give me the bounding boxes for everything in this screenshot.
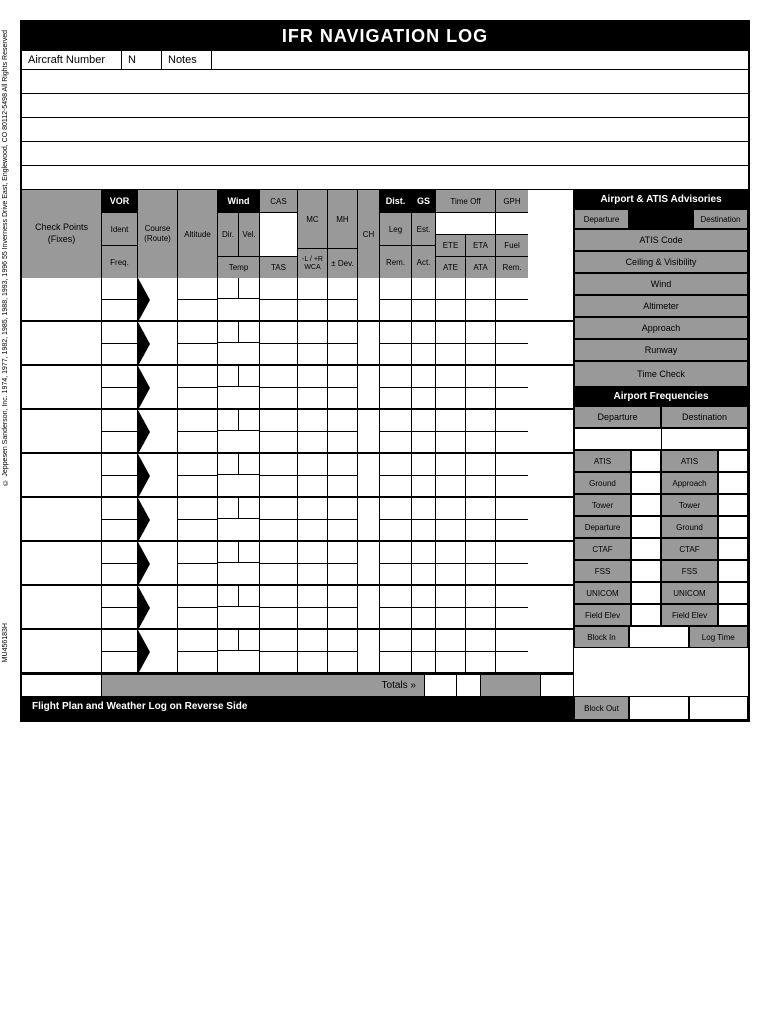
n-prefix: N xyxy=(122,51,162,69)
data-row[interactable] xyxy=(22,410,573,454)
document-id: MU456183H xyxy=(2,623,9,662)
notes-field[interactable] xyxy=(212,51,748,69)
dist-header: Dist. Leg Rem. xyxy=(380,190,412,278)
course-header: Course (Route) xyxy=(138,190,178,278)
data-row[interactable] xyxy=(22,498,573,542)
vor-header: VOR Ident Freq. xyxy=(102,190,138,278)
cas-header: CAS TAS xyxy=(260,190,298,278)
frequencies-header: Airport Frequencies xyxy=(574,387,748,406)
freq-atis-row: ATIS ATIS xyxy=(574,450,748,472)
freq-elev-row: Field Elev Field Elev xyxy=(574,604,748,626)
totals-row: Totals » xyxy=(22,674,573,696)
footer-row: Flight Plan and Weather Log on Reverse S… xyxy=(22,696,748,720)
altitude-header: Altitude xyxy=(178,190,218,278)
wind-adv-row: Wind xyxy=(574,273,748,295)
advisories-header: Airport & ATIS Advisories xyxy=(574,190,748,209)
altimeter-row: Altimeter xyxy=(574,295,748,317)
data-row[interactable] xyxy=(22,366,573,410)
freq-unicom-row: UNICOM UNICOM xyxy=(574,582,748,604)
runway-row: Runway xyxy=(574,339,748,361)
notes-lines[interactable] xyxy=(22,70,748,190)
freq-dep-dest: Departure Destination xyxy=(574,406,748,428)
time-header: Time Off ETE ETA ATE ATA xyxy=(436,190,496,278)
copyright-text: © Jeppesen Sanderson, Inc. 1974, 1977, 1… xyxy=(2,30,10,486)
time-check-row: Time Check xyxy=(574,361,748,387)
data-row[interactable] xyxy=(22,630,573,674)
dep-dest-row: Departure Destination xyxy=(574,209,748,229)
freq-ctaf-row: CTAF CTAF xyxy=(574,538,748,560)
gph-header: GPH Fuel Rem. xyxy=(496,190,528,278)
block-in-row: Block In Log Time xyxy=(574,626,748,648)
freq-ground-row: Ground Approach xyxy=(574,472,748,494)
aircraft-number-label: Aircraft Number xyxy=(22,51,122,69)
form-title: IFR NAVIGATION LOG xyxy=(22,22,748,51)
data-row[interactable] xyxy=(22,322,573,366)
column-headers: Check Points (Fixes) VOR Ident Freq. Cou… xyxy=(22,190,573,278)
data-row[interactable] xyxy=(22,586,573,630)
checkpoints-header: Check Points (Fixes) xyxy=(22,190,102,278)
freq-fss-row: FSS FSS xyxy=(574,560,748,582)
gs-header: GS Est. Act. xyxy=(412,190,436,278)
mh-header: MH ± Dev. xyxy=(328,190,358,278)
notes-label: Notes xyxy=(162,51,212,69)
data-row[interactable] xyxy=(22,278,573,322)
freq-departure-row: Departure Ground xyxy=(574,516,748,538)
mc-header: MC -L / +R WCA xyxy=(298,190,328,278)
form-container: IFR NAVIGATION LOG Aircraft Number N Not… xyxy=(20,20,750,722)
right-panel: Airport & ATIS Advisories Departure Dest… xyxy=(573,190,748,696)
data-row[interactable] xyxy=(22,542,573,586)
wind-header: Wind Dir. Vel. Temp xyxy=(218,190,260,278)
atis-code-row: ATIS Code xyxy=(574,229,748,251)
approach-row: Approach xyxy=(574,317,748,339)
ceiling-row: Ceiling & Visibility xyxy=(574,251,748,273)
aircraft-notes-row: Aircraft Number N Notes xyxy=(22,51,748,70)
ch-header: CH xyxy=(358,190,380,278)
freq-blank-row[interactable] xyxy=(574,428,748,450)
freq-tower-row: Tower Tower xyxy=(574,494,748,516)
data-row[interactable] xyxy=(22,454,573,498)
